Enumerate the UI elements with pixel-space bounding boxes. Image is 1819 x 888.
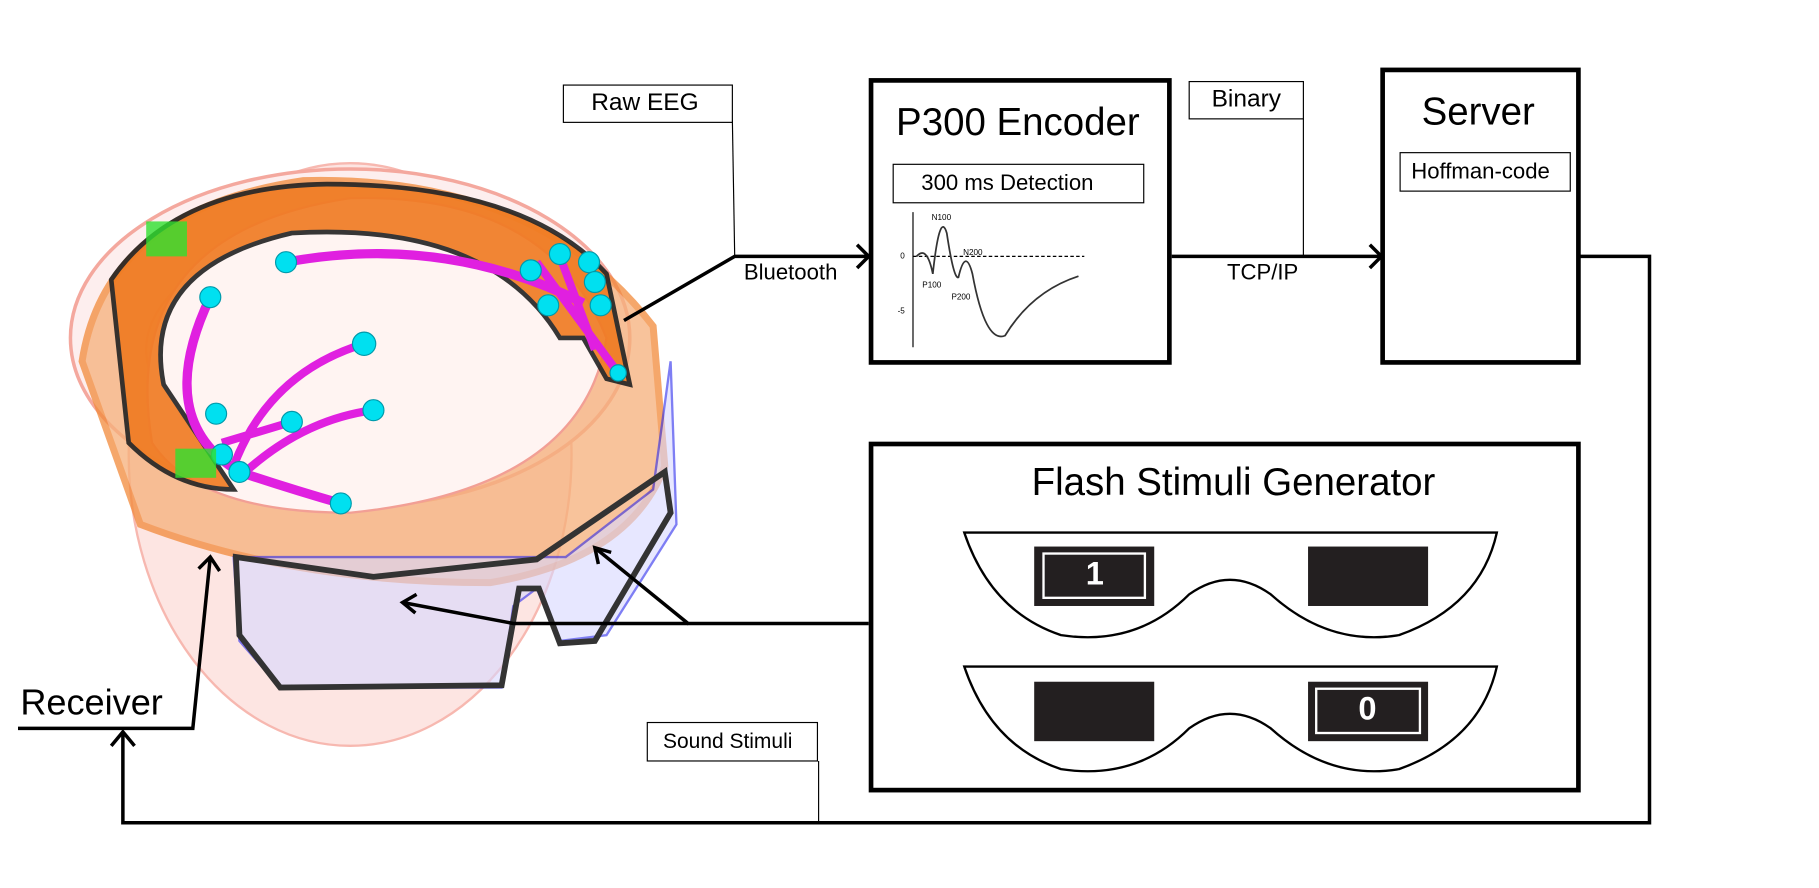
head-illustration — [68, 161, 678, 747]
label-box — [1188, 80, 1304, 120]
flash-cell — [1308, 681, 1429, 742]
erp-peak: P200 — [951, 292, 970, 301]
erp-peak: P100 — [922, 281, 941, 290]
server-title: Server — [1422, 90, 1535, 133]
tcp-ip: TCP/IP — [1227, 260, 1298, 285]
binary: Binary — [1212, 86, 1282, 113]
digit: 1 — [1086, 554, 1104, 591]
receiver: Receiver — [20, 682, 162, 723]
bluetooth: Bluetooth — [744, 260, 838, 285]
erp-peak: N200 — [963, 248, 983, 257]
flash-cell — [1308, 546, 1429, 606]
generator-title: Flash Stimuli Generator — [1032, 461, 1436, 504]
flash-cell-frame — [1315, 687, 1422, 735]
encoder-title: P300 Encoder — [896, 101, 1140, 144]
flash-cell-frame — [1042, 552, 1147, 599]
label-box — [1399, 152, 1571, 192]
label-box — [892, 163, 1145, 204]
detection: 300 ms Detection — [921, 170, 1093, 195]
label-box — [562, 84, 733, 123]
erp-plot — [912, 212, 1085, 348]
sound-stimuli: Sound Stimuli — [663, 730, 792, 753]
server-box — [1380, 67, 1581, 365]
raw-eeg: Raw EEG — [591, 89, 698, 116]
digit: 0 — [1358, 689, 1376, 726]
erp-peak: N100 — [932, 213, 952, 222]
erp-tick: 0 — [900, 252, 905, 261]
erp-tick: -5 — [898, 306, 906, 315]
label-box — [646, 721, 819, 762]
flash-cell — [1034, 681, 1155, 742]
flash-cell — [1034, 546, 1155, 606]
hoffman-code: Hoffman-code — [1411, 158, 1550, 183]
callout-lines — [731, 118, 1304, 823]
